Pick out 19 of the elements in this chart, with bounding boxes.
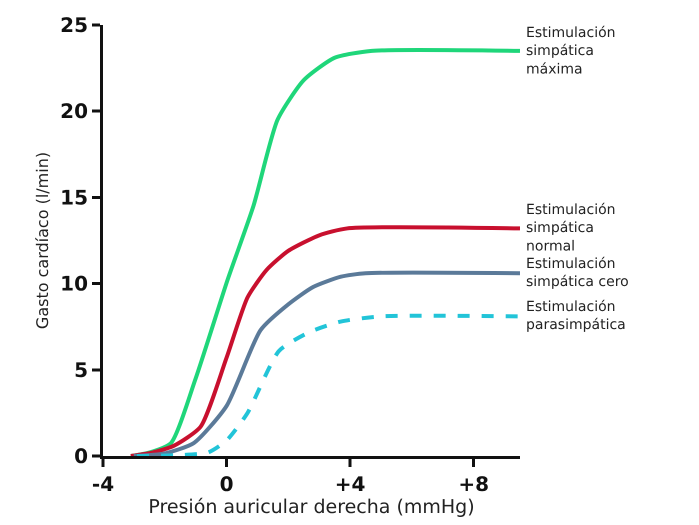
y-tick-label: 10: [60, 272, 88, 296]
line-series: [128, 225, 520, 456]
x-tick-label: +4: [334, 472, 366, 496]
x-tick-label: -4: [92, 472, 114, 496]
x-tick-label: +8: [458, 472, 490, 496]
series-label: Estimulación parasimpática: [526, 299, 626, 334]
y-tick-label: 0: [74, 444, 88, 468]
series-label: Estimulación simpática cero: [526, 256, 629, 290]
y-tick-label: 15: [60, 185, 88, 210]
y-tick-label: 25: [60, 13, 88, 37]
series-label: Estimulación simpática máxima: [526, 25, 616, 78]
y-axis-title: Gasto cardíaco (l/min): [33, 152, 52, 330]
y-tick-label: 20: [60, 99, 88, 124]
x-axis-title: Presión auricular derecha (mmHg): [148, 496, 475, 518]
y-tick-label: 5: [74, 358, 88, 382]
x-tick-label: 0: [220, 472, 234, 496]
line-series: [132, 270, 520, 456]
line-series: [134, 314, 520, 456]
series-label: Estimulación simpática normal: [526, 202, 616, 254]
